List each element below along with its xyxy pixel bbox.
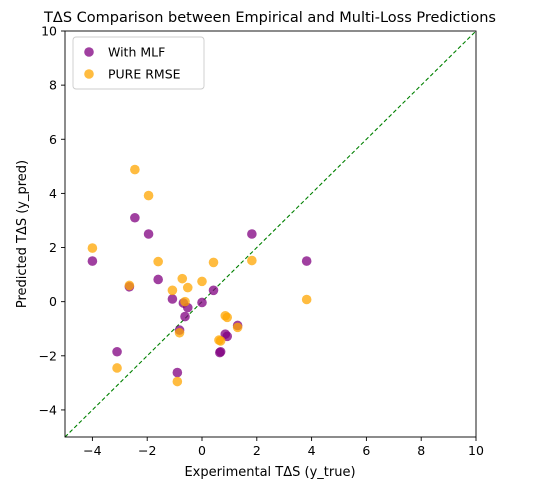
legend-item: PURE RMSE — [84, 67, 181, 82]
y-tick-label: 0 — [49, 294, 57, 309]
data-point — [167, 294, 178, 304]
data-point — [87, 243, 98, 253]
data-point — [167, 285, 178, 296]
x-tick-label: 0 — [198, 443, 206, 458]
data-point — [180, 296, 190, 307]
data-point — [215, 336, 226, 346]
data-point — [197, 297, 207, 308]
axes — [64, 30, 477, 438]
legend-box — [72, 36, 205, 90]
legend-marker — [84, 47, 94, 57]
data-point — [124, 280, 135, 291]
x-tick-label: 2 — [253, 443, 261, 458]
y-tick-label: −4 — [39, 402, 57, 417]
y-tick-label: 2 — [49, 240, 57, 255]
data-point — [247, 255, 257, 266]
y-tick-label: 6 — [49, 132, 57, 147]
x-tick-label: 4 — [308, 443, 316, 458]
x-tick-label: −2 — [138, 443, 156, 458]
data-point — [180, 311, 190, 322]
data-point — [153, 274, 163, 285]
ticks: −4 −2 0 2 4 6 8 10 −4 −2 0 2 4 6 8 10 — [39, 24, 484, 459]
data-point — [172, 376, 183, 387]
data-point — [208, 285, 219, 296]
legend: With MLF PURE RMSE — [72, 36, 205, 90]
data-point — [215, 346, 226, 357]
data-point — [182, 282, 193, 293]
reference-line-group — [64, 30, 477, 438]
data-point — [153, 256, 163, 267]
reference-line — [64, 30, 477, 438]
data-point — [174, 327, 185, 338]
data-point — [130, 212, 140, 223]
data-point — [208, 257, 219, 268]
data-point — [177, 273, 188, 284]
legend-item: With MLF — [84, 45, 165, 60]
series-1-points — [87, 164, 312, 387]
x-tick-label: 6 — [362, 443, 370, 458]
x-tick-label: 8 — [417, 443, 425, 458]
data-point — [172, 367, 183, 378]
data-point — [112, 346, 122, 357]
data-point — [143, 229, 154, 239]
y-tick-label: 10 — [41, 24, 57, 39]
plot-frame — [64, 30, 477, 438]
data-point — [87, 256, 98, 266]
data-point — [232, 322, 243, 333]
data-point — [222, 312, 233, 323]
legend-label: PURE RMSE — [108, 67, 181, 82]
y-axis-label: Predicted TΔS (y_pred) — [15, 160, 30, 308]
y-tick-label: 8 — [49, 78, 57, 93]
data-point — [301, 256, 312, 266]
x-tick-label: 10 — [468, 443, 484, 458]
data-points — [87, 164, 312, 387]
x-tick-label: −4 — [83, 443, 101, 458]
data-point — [143, 190, 154, 201]
data-point — [197, 276, 207, 287]
y-tick-label: 4 — [49, 186, 57, 201]
series-0-points — [87, 212, 312, 378]
data-point — [247, 229, 257, 239]
data-point — [112, 363, 122, 373]
chart-title: TΔS Comparison between Empirical and Mul… — [43, 10, 496, 26]
legend-marker — [84, 69, 94, 79]
x-axis-label: Experimental TΔS (y_true) — [184, 465, 355, 480]
data-point — [301, 294, 312, 305]
y-tick-label: −2 — [39, 348, 57, 363]
data-point — [130, 164, 140, 175]
legend-label: With MLF — [108, 45, 165, 60]
